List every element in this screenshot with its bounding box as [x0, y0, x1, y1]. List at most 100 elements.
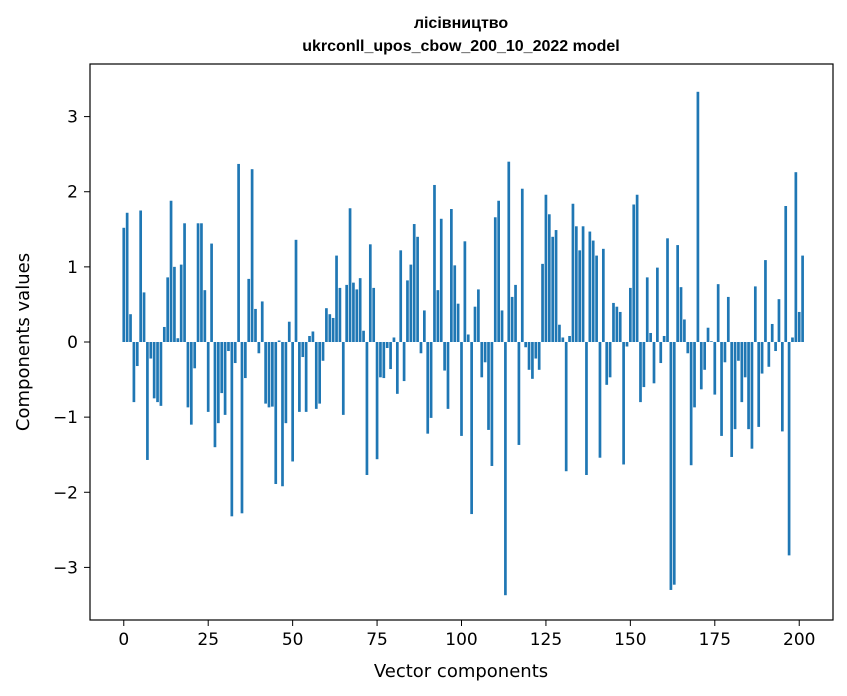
bar-129 — [558, 324, 561, 342]
bar-135 — [578, 250, 582, 342]
bar-117 — [517, 342, 521, 445]
bar-70 — [358, 278, 362, 342]
bar-164 — [676, 245, 679, 342]
bar-184 — [743, 342, 747, 378]
bar-186 — [750, 342, 754, 449]
bar-7 — [146, 342, 149, 460]
bar-22 — [196, 223, 200, 342]
bar-57 — [314, 342, 318, 409]
bar-157 — [652, 342, 656, 384]
bar-21 — [193, 342, 197, 369]
bar-111 — [497, 200, 500, 342]
bar-187 — [753, 286, 757, 342]
bar-59 — [321, 342, 325, 361]
bar-41 — [260, 301, 264, 342]
bar-138 — [588, 231, 592, 342]
bar-201 — [801, 255, 804, 342]
bar-180 — [730, 342, 734, 457]
bar-73 — [368, 244, 372, 342]
bar-154 — [642, 342, 646, 388]
bar-23 — [200, 223, 203, 342]
bar-127 — [551, 236, 555, 342]
bar-66 — [345, 284, 349, 342]
bar-82 — [399, 250, 403, 342]
bar-198 — [791, 337, 794, 342]
x-tick-label: 50 — [282, 630, 304, 650]
bar-189 — [760, 342, 764, 374]
bar-110 — [493, 217, 497, 342]
bar-194 — [777, 299, 781, 342]
bar-54 — [304, 342, 308, 412]
bar-26 — [210, 243, 213, 342]
bar-109 — [490, 342, 494, 466]
bars-group — [122, 91, 804, 596]
bar-16 — [176, 338, 180, 342]
bar-185 — [747, 342, 750, 430]
bar-192 — [770, 323, 774, 342]
bar-94 — [439, 218, 443, 342]
bar-95 — [443, 342, 446, 371]
bar-116 — [514, 284, 517, 342]
bar-169 — [693, 342, 696, 408]
bar-77 — [382, 342, 386, 379]
bar-173 — [706, 327, 710, 342]
bar-8 — [149, 342, 153, 359]
bar-0 — [122, 227, 126, 342]
bar-86 — [412, 224, 416, 342]
ticks-group: 0 25 50 75 100 125 150 175 200 −3 −2 −1 0 1 2 3 — [53, 108, 816, 650]
plot-frame — [89, 63, 834, 621]
bar-45 — [274, 342, 278, 485]
bar-35 — [240, 342, 244, 514]
bar-1 — [125, 212, 129, 342]
x-tick-label: 75 — [366, 630, 388, 650]
bar-105 — [477, 289, 480, 342]
bar-143 — [605, 342, 609, 385]
bar-12 — [162, 326, 166, 342]
bar-125 — [544, 194, 548, 342]
bar-6 — [142, 292, 146, 342]
bar-133 — [571, 203, 575, 342]
bar-29 — [220, 342, 224, 394]
bar-90 — [426, 342, 430, 434]
bar-93 — [436, 290, 440, 342]
bar-166 — [683, 319, 686, 342]
bar-122 — [534, 342, 538, 359]
bar-20 — [189, 342, 193, 425]
bar-136 — [581, 226, 585, 342]
bar-191 — [767, 342, 771, 367]
x-tick-label: 0 — [118, 630, 129, 650]
bar-55 — [308, 335, 311, 342]
bar-134 — [574, 226, 578, 342]
bar-102 — [466, 334, 470, 342]
bar-67 — [348, 208, 352, 342]
bar-199 — [794, 172, 798, 342]
bar-31 — [227, 342, 230, 352]
bar-195 — [780, 342, 784, 432]
bar-160 — [662, 335, 666, 342]
y-tick-label: −3 — [53, 558, 78, 578]
bar-18 — [183, 223, 186, 342]
bar-14 — [169, 200, 173, 342]
bar-112 — [500, 310, 504, 342]
bar-85 — [409, 264, 413, 342]
bar-159 — [659, 342, 663, 364]
bar-24 — [203, 290, 207, 342]
bar-46 — [277, 340, 281, 342]
bar-87 — [416, 236, 419, 342]
bar-200 — [797, 311, 801, 342]
bar-42 — [264, 342, 267, 404]
bar-130 — [561, 337, 565, 342]
bar-106 — [480, 342, 484, 378]
bar-3 — [132, 342, 136, 403]
bar-145 — [612, 302, 615, 342]
bar-56 — [311, 331, 315, 342]
x-tick-label: 125 — [530, 630, 562, 650]
bar-36 — [244, 342, 247, 379]
bar-152 — [635, 194, 639, 342]
bar-32 — [230, 342, 234, 517]
bar-25 — [206, 342, 210, 412]
bar-118 — [520, 188, 524, 342]
bar-179 — [726, 296, 730, 342]
bar-9 — [152, 342, 156, 399]
bar-161 — [666, 238, 669, 342]
